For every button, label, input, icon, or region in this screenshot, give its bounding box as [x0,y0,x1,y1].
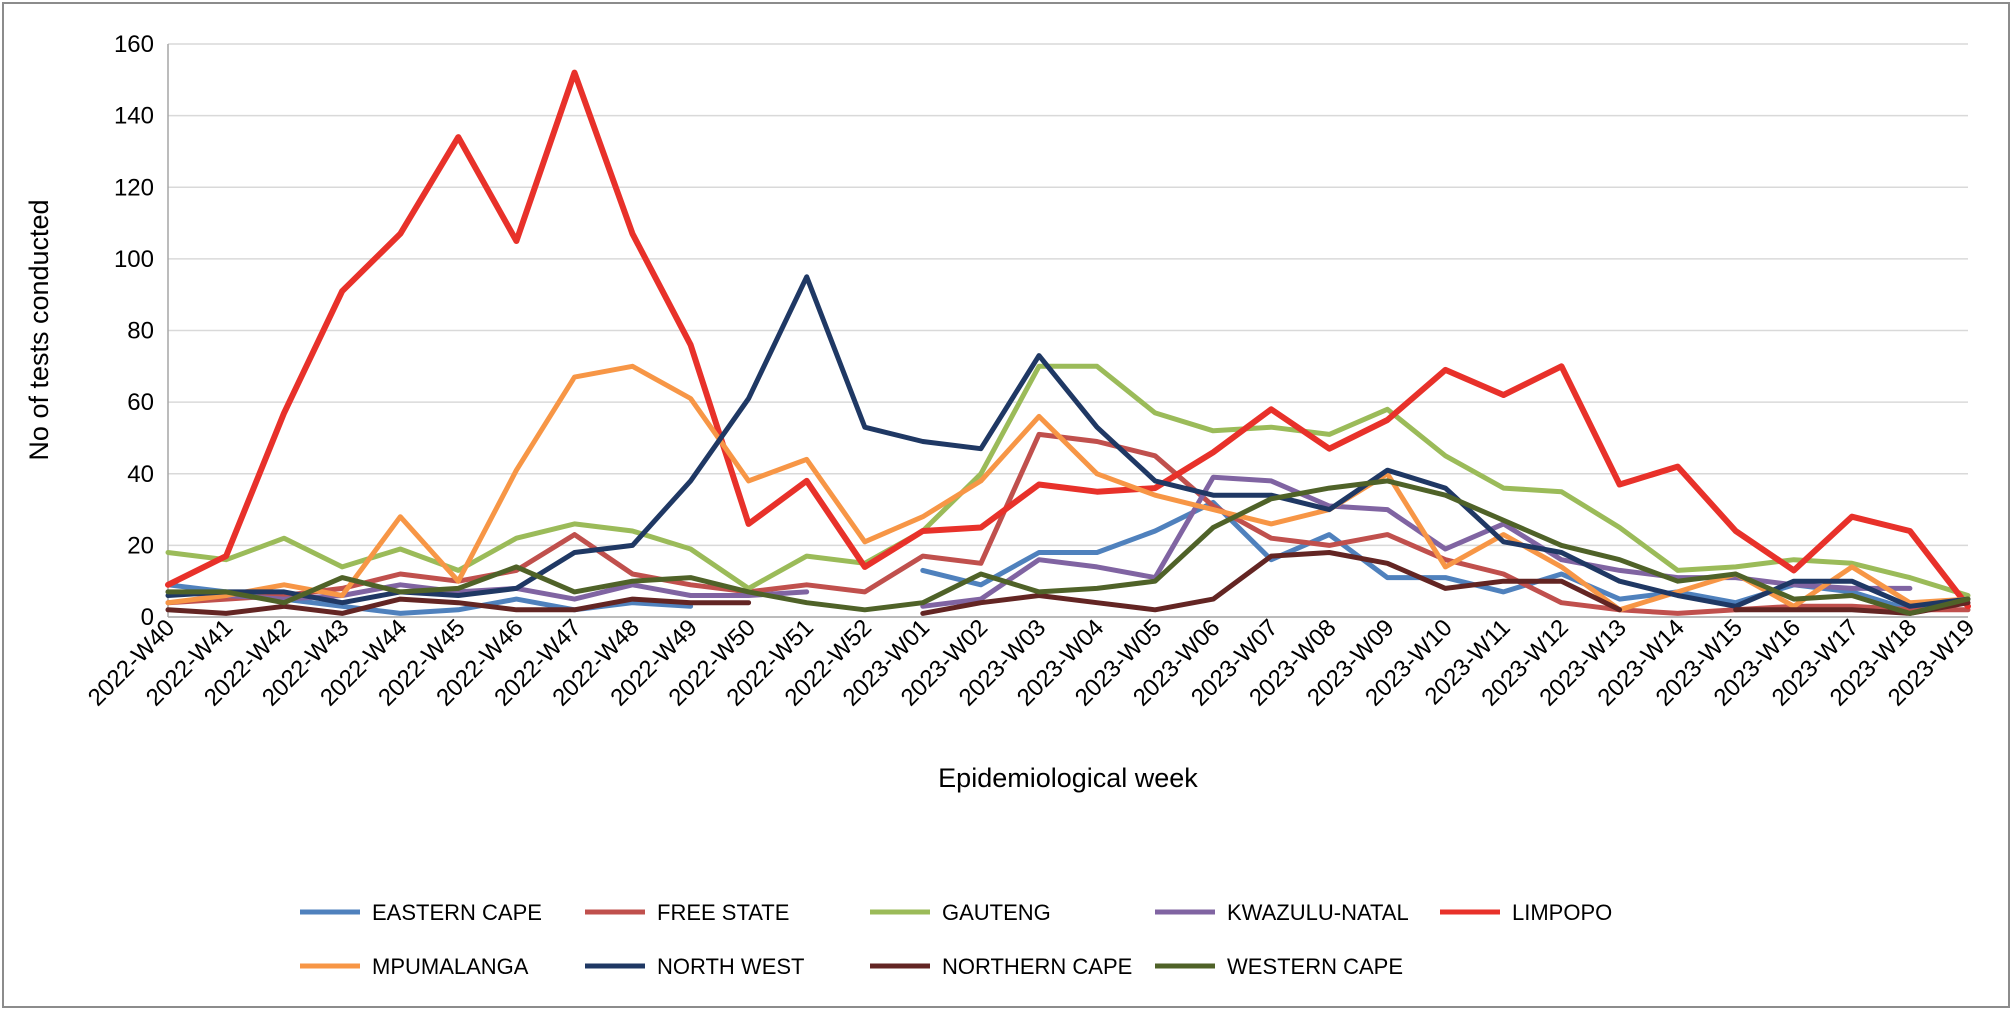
legend-item: LIMPOPO [1440,900,1612,925]
legend-label: EASTERN CAPE [372,900,542,925]
legend-label: NORTHERN CAPE [942,954,1132,979]
y-tick-label: 20 [127,532,154,559]
x-tick-labels: 2022-W402022-W412022-W422022-W432022-W44… [83,614,1980,711]
x-axis-title: Epidemiological week [938,763,1198,793]
y-tick-label: 160 [114,31,154,58]
legend-item: NORTH WEST [585,954,804,979]
series-free-state [165,431,1971,616]
y-tick-label: 140 [114,103,154,130]
series-line [165,431,1971,616]
series-limpopo [165,69,1971,610]
legend-label: KWAZULU-NATAL [1227,900,1409,925]
legend: EASTERN CAPE FREE STATE GAUTENG KWAZULU-NAT… [300,900,1612,979]
y-axis-title: No of tests conducted [24,199,54,460]
legend-label: WESTERN CAPE [1227,954,1403,979]
legend-item: EASTERN CAPE [300,900,542,925]
y-tick-label: 40 [127,461,154,488]
legend-item: WESTERN CAPE [1155,954,1403,979]
legend-label: NORTH WEST [657,954,804,979]
series-line [165,69,1971,610]
legend-item: NORTHERN CAPE [870,954,1132,979]
series-western-cape [165,478,1971,616]
legend-label: MPUMALANGA [372,954,529,979]
series-line [920,550,1623,616]
legend-label: GAUTENG [942,900,1051,925]
series-lines [165,69,1971,616]
legend-item: KWAZULU-NATAL [1155,900,1409,925]
series-north-west [165,274,1971,609]
series-line [165,274,1971,609]
y-tick-label: 120 [114,174,154,201]
series-line [165,596,752,616]
legend-item: MPUMALANGA [300,954,529,979]
y-tick-labels: 0 20 40 60 80 100 120 140 160 [114,31,154,631]
y-tick-label: 100 [114,246,154,273]
y-tick-label: 0 [141,604,154,631]
y-tick-label: 80 [127,318,154,345]
series-line [165,478,1971,616]
y-tick-label: 60 [127,389,154,416]
legend-label: LIMPOPO [1512,900,1612,925]
legend-label: FREE STATE [657,900,789,925]
axes [167,44,1968,618]
legend-item: GAUTENG [870,900,1051,925]
legend-item: FREE STATE [585,900,789,925]
gridlines [168,43,1968,547]
